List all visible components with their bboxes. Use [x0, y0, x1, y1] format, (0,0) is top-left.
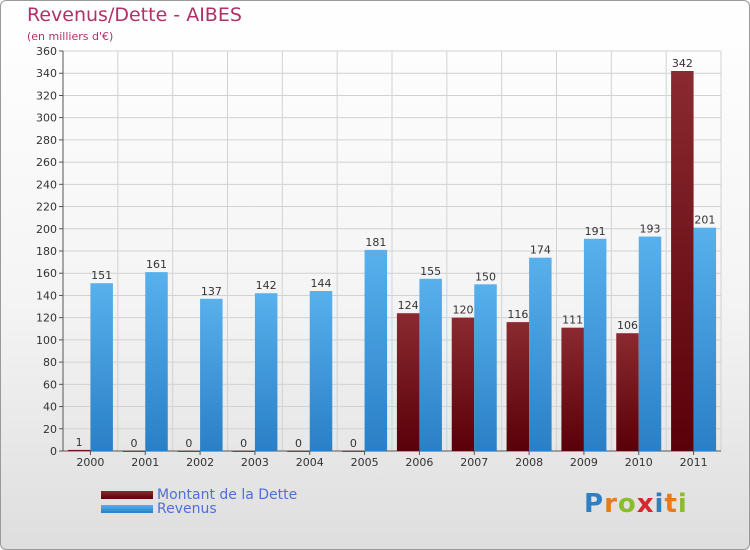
chart-title: Revenus/Dette - AIBES	[27, 4, 242, 26]
bar-dette	[396, 313, 420, 451]
bar-dette	[177, 451, 201, 452]
bar-dette	[616, 333, 639, 451]
bar-revenus	[419, 278, 442, 451]
y-tick-label: 100	[36, 334, 57, 347]
y-tick-label: 20	[43, 423, 57, 436]
bar-revenus	[638, 236, 662, 451]
y-tick-label: 40	[43, 401, 57, 414]
bar-revenus	[474, 284, 497, 451]
y-tick-label: 280	[36, 134, 57, 147]
legend-item-dette: Montant de la Dette	[101, 487, 298, 503]
data-label-dette: 116	[507, 308, 528, 321]
legend-item-revenus: Revenus	[101, 501, 217, 517]
legend-label-revenus: Revenus	[157, 501, 217, 517]
logo-letter: t	[664, 489, 678, 519]
x-tick-label: 2001	[131, 456, 159, 469]
bar-revenus	[145, 272, 168, 451]
data-label-revenus: 193	[640, 223, 661, 236]
x-tick-label: 2002	[186, 456, 214, 469]
data-label-revenus: 151	[91, 269, 112, 282]
data-label-dette: 106	[617, 319, 638, 332]
bar-dette	[122, 451, 146, 452]
x-tick-label: 2011	[680, 456, 708, 469]
x-tick-label: 2004	[296, 456, 324, 469]
legend-swatch-revenus	[101, 505, 153, 513]
y-tick-label: 300	[36, 112, 57, 125]
bar-revenus	[254, 293, 278, 451]
data-label-revenus: 137	[201, 285, 222, 298]
y-tick-label: 340	[36, 67, 57, 80]
y-tick-label: 120	[36, 312, 57, 325]
data-label-dette: 0	[185, 437, 192, 450]
logo-letter: o	[617, 489, 637, 519]
chart-subtitle: (en milliers d'€)	[27, 30, 114, 43]
logo-letter: P	[584, 489, 605, 519]
x-tick-label: 2009	[570, 456, 598, 469]
legend-swatch-dette	[101, 491, 153, 499]
y-tick-label: 180	[36, 245, 57, 258]
data-label-revenus: 191	[585, 225, 606, 238]
y-tick-label: 260	[36, 156, 57, 169]
data-label-revenus: 181	[365, 236, 386, 249]
bar-revenus	[309, 291, 333, 451]
x-tick-label: 2006	[405, 456, 433, 469]
data-label-revenus: 150	[475, 270, 496, 283]
logo-letter: i	[677, 489, 688, 519]
data-label-revenus: 161	[146, 258, 167, 271]
data-label-dette: 0	[131, 437, 138, 450]
data-label-dette: 124	[398, 299, 419, 312]
y-tick-label: 360	[36, 45, 57, 58]
legend-label-dette: Montant de la Dette	[157, 487, 298, 503]
bar-dette	[451, 317, 475, 451]
x-tick-label: 2007	[460, 456, 488, 469]
y-tick-label: 220	[36, 201, 57, 214]
data-label-dette: 0	[295, 437, 302, 450]
y-tick-label: 60	[43, 378, 57, 391]
x-tick-label: 2003	[241, 456, 269, 469]
y-tick-label: 160	[36, 267, 57, 280]
bar-dette	[506, 322, 530, 451]
bar-dette	[232, 451, 255, 452]
bar-dette	[671, 71, 694, 451]
data-label-dette: 120	[453, 304, 474, 317]
bar-revenus	[90, 283, 113, 451]
y-tick-label: 240	[36, 178, 57, 191]
x-tick-label: 2005	[351, 456, 379, 469]
y-tick-label: 320	[36, 89, 57, 102]
data-label-revenus: 144	[311, 277, 332, 290]
y-tick-label: 140	[36, 289, 57, 302]
bar-dette	[561, 327, 584, 451]
data-label-dette: 1	[76, 436, 83, 449]
y-tick-label: 80	[43, 356, 57, 369]
bar-revenus	[583, 238, 607, 451]
x-tick-label: 2000	[76, 456, 104, 469]
data-label-dette: 342	[672, 57, 693, 70]
bar-revenus	[200, 298, 223, 451]
logo-letter: i	[654, 489, 665, 519]
data-label-revenus: 174	[530, 244, 551, 257]
y-tick-label: 0	[50, 445, 57, 458]
logo-letter: r	[604, 489, 618, 519]
data-label-dette: 111	[562, 314, 583, 327]
bar-dette	[342, 451, 365, 452]
y-tick-label: 200	[36, 223, 57, 236]
data-label-revenus: 142	[256, 279, 277, 292]
data-label-revenus: 155	[420, 265, 441, 278]
bar-dette	[67, 449, 91, 451]
bar-revenus	[364, 249, 388, 451]
bar-revenus	[693, 227, 717, 451]
x-tick-label: 2008	[515, 456, 543, 469]
bar-dette	[287, 451, 310, 452]
proxiti-logo: Proxiti	[584, 489, 688, 519]
data-label-dette: 0	[350, 437, 357, 450]
data-label-dette: 0	[240, 437, 247, 450]
data-label-revenus: 201	[694, 214, 715, 227]
logo-letter: x	[636, 489, 655, 519]
x-tick-label: 2010	[625, 456, 653, 469]
bar-revenus	[529, 257, 552, 451]
